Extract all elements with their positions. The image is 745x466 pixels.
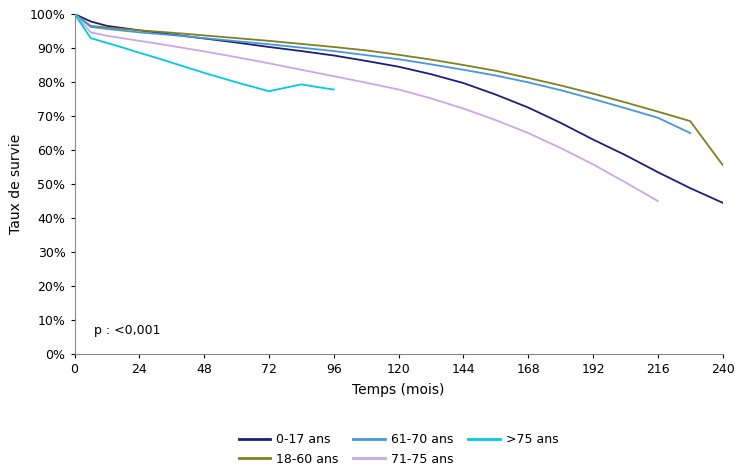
Y-axis label: Taux de survie: Taux de survie — [9, 134, 22, 234]
Legend: 0-17 ans, 18-60 ans, 61-70 ans, 71-75 ans, >75 ans: 0-17 ans, 18-60 ans, 61-70 ans, 71-75 an… — [234, 428, 563, 466]
X-axis label: Temps (mois): Temps (mois) — [352, 383, 445, 397]
Text: p : <0,001: p : <0,001 — [94, 324, 160, 337]
